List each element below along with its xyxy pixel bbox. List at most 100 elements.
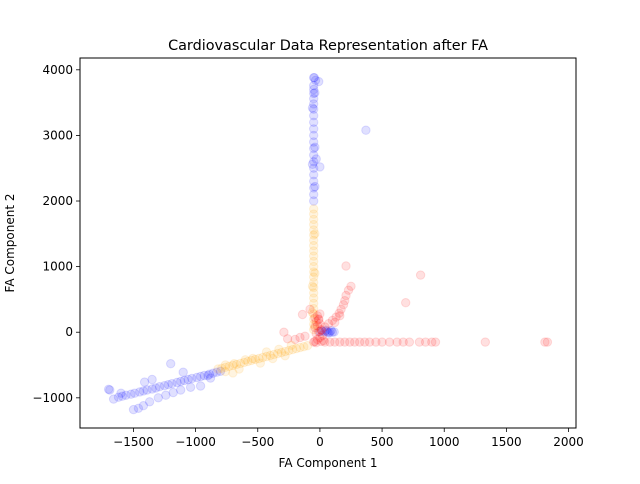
data-point — [312, 311, 323, 321]
data-point — [341, 261, 351, 271]
data-point — [309, 282, 319, 293]
data-point — [299, 342, 309, 352]
data-point — [309, 293, 319, 303]
y-tick-label: 2000 — [42, 194, 73, 208]
data-point — [310, 181, 320, 192]
x-tick-label: 1500 — [491, 435, 522, 449]
data-point — [133, 403, 144, 413]
data-point — [540, 337, 550, 347]
data-point — [261, 351, 272, 362]
data-point — [371, 337, 381, 347]
data-point — [309, 240, 319, 251]
data-point — [345, 337, 355, 347]
x-tick-label: −1000 — [175, 435, 216, 449]
data-point — [341, 290, 351, 301]
x-tick-label: 500 — [371, 435, 394, 449]
data-point — [228, 368, 238, 378]
data-point — [255, 358, 265, 368]
data-point — [310, 268, 320, 278]
data-point — [309, 80, 319, 91]
data-point — [336, 304, 346, 314]
data-point — [295, 332, 305, 343]
data-point — [103, 384, 114, 394]
data-point — [311, 328, 321, 339]
data-point — [108, 394, 119, 404]
data-point — [335, 311, 345, 321]
data-point — [309, 150, 319, 160]
data-point — [151, 383, 161, 393]
data-point — [309, 261, 319, 272]
data-point — [314, 76, 324, 87]
data-point — [361, 125, 371, 135]
data-point — [142, 385, 152, 395]
data-point — [346, 281, 356, 291]
data-point — [220, 360, 231, 370]
data-point — [309, 124, 319, 134]
chart-title: Cardiovascular Data Representation after… — [168, 38, 488, 54]
data-point — [350, 337, 360, 347]
data-point — [384, 337, 395, 347]
data-point — [215, 366, 226, 376]
data-point — [340, 296, 350, 306]
data-point — [309, 94, 319, 104]
data-point — [309, 324, 319, 335]
data-point — [327, 327, 338, 337]
data-point — [309, 214, 319, 225]
data-point — [309, 251, 319, 261]
data-point — [321, 325, 331, 335]
data-point — [312, 321, 323, 331]
data-point — [176, 385, 186, 395]
data-point — [302, 341, 313, 351]
data-point — [315, 319, 325, 329]
data-point — [295, 342, 305, 353]
data-point — [168, 387, 178, 398]
data-point — [147, 374, 157, 385]
y-tick-label: −1000 — [32, 391, 73, 405]
data-point — [269, 349, 279, 360]
data-point — [401, 298, 411, 308]
data-point — [276, 347, 287, 358]
data-point — [325, 337, 335, 347]
data-point — [309, 314, 319, 324]
data-point — [309, 176, 319, 187]
data-point — [309, 319, 319, 329]
data-point — [203, 370, 213, 381]
data-point — [309, 225, 319, 235]
data-point — [284, 345, 294, 356]
data-point — [273, 348, 283, 359]
data-point — [228, 360, 238, 370]
data-point — [126, 389, 136, 399]
data-point — [480, 337, 490, 347]
data-point — [128, 404, 139, 415]
data-point — [316, 324, 326, 335]
data-point — [172, 377, 182, 388]
data-point — [258, 352, 268, 363]
data-point — [309, 337, 319, 347]
data-point — [147, 384, 157, 394]
data-point — [185, 382, 196, 392]
data-point — [309, 288, 319, 298]
data-point — [199, 370, 210, 381]
data-point — [307, 103, 318, 113]
y-axis: −1000 0 1000 2000 3000 4000 — [32, 63, 80, 405]
data-point — [204, 369, 215, 379]
data-point — [414, 337, 425, 347]
data-point — [307, 281, 318, 291]
data-point — [310, 336, 320, 347]
data-point — [334, 308, 344, 318]
data-point — [309, 84, 319, 95]
data-point — [309, 298, 319, 309]
data-point — [315, 332, 325, 343]
data-point — [420, 337, 431, 347]
data-point — [317, 326, 328, 336]
data-point — [250, 354, 261, 365]
data-point — [279, 327, 289, 337]
data-point — [392, 337, 402, 347]
data-point — [320, 326, 330, 337]
data-point — [208, 368, 218, 378]
data-point — [404, 337, 415, 347]
data-point — [261, 347, 272, 357]
data-point — [309, 104, 319, 114]
